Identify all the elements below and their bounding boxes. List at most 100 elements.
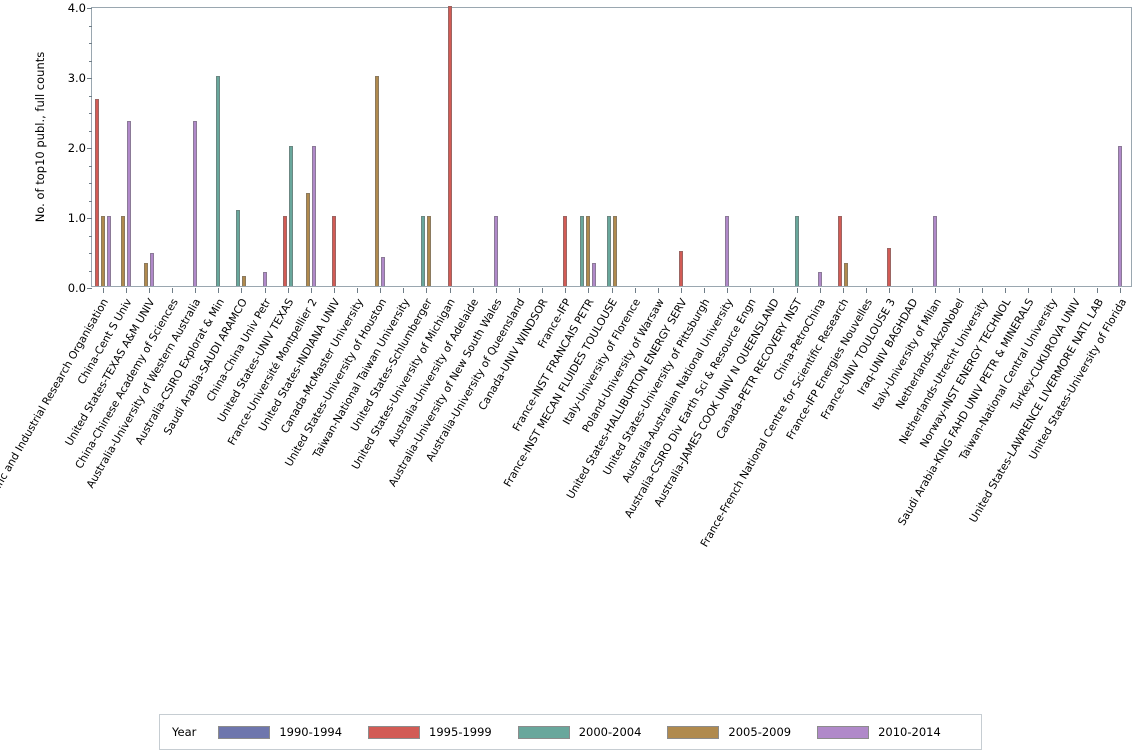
bar: [817, 272, 822, 286]
bar: [288, 146, 293, 286]
legend-item[interactable]: 2000-2004: [517, 725, 642, 739]
x-axis-tick-mark: [912, 288, 914, 293]
y-axis-tick-mark: [87, 218, 92, 219]
legend-entries: 1990-1994 1995-1999 2000-2004 2005-2009 2010…: [218, 725, 966, 739]
bar: [375, 76, 380, 286]
y-axis-tick-label: 3.0: [67, 71, 86, 85]
plot-area: 0.0 1.0 2.0 3.0 4.0: [68, 1, 1132, 295]
y-axis-minor-tick: [88, 43, 92, 44]
legend-item[interactable]: 2005-2009: [667, 725, 791, 739]
bar: [493, 216, 498, 286]
x-axis-tick-mark: [865, 288, 867, 293]
x-axis-tick-mark: [981, 288, 983, 293]
legend-color-swatch: [817, 725, 870, 739]
y-axis-minor-tick: [88, 130, 92, 132]
bar: [331, 216, 336, 286]
y-axis-minor-tick: [88, 95, 92, 97]
x-axis-tick-mark: [611, 288, 613, 293]
legend-color-swatch: [667, 725, 720, 739]
legend-title: Year: [172, 725, 197, 739]
legend-item[interactable]: 1990-1994: [218, 725, 342, 739]
x-axis-tick-mark: [449, 288, 451, 293]
y-axis-minor-tick: [88, 25, 92, 27]
y-axis-minor-tick: [88, 60, 92, 62]
bar: [592, 262, 597, 286]
legend-item-label: 2000-2004: [578, 725, 642, 739]
bar: [887, 247, 892, 286]
x-axis-tick-mark: [889, 288, 891, 293]
bar: [563, 216, 568, 286]
x-axis-tick-mark: [565, 288, 567, 293]
bar: [305, 192, 310, 286]
bar: [447, 6, 452, 286]
x-axis-tick-mark: [426, 288, 428, 293]
x-axis-tick-mark: [171, 288, 173, 293]
x-axis-tick-mark: [1074, 288, 1076, 293]
x-axis-tick-mark: [357, 288, 359, 293]
legend-color-swatch: [368, 725, 421, 739]
legend-item-label: 2005-2009: [728, 725, 792, 739]
bar: [216, 76, 221, 286]
x-axis-tick-mark: [333, 288, 335, 293]
x-axis-tick-mark: [241, 288, 243, 293]
bar: [933, 216, 938, 286]
legend: Year 1990-1994 1995-1999 2000-2004 2005-200…: [159, 714, 982, 750]
x-axis-tick-mark: [195, 288, 197, 293]
bar: [1118, 146, 1123, 286]
x-axis-tick-mark: [472, 288, 474, 293]
bar: [311, 146, 316, 286]
x-axis-tick-mark: [102, 288, 104, 293]
x-axis-tick-mark: [518, 288, 520, 293]
bar: [606, 216, 611, 286]
plot-inner: [92, 6, 1131, 286]
bar: [94, 99, 99, 286]
x-axis-tick-mark: [125, 288, 127, 293]
bar: [242, 276, 247, 286]
x-axis-tick-mark: [796, 288, 798, 293]
x-axis-tick-mark: [680, 288, 682, 293]
x-axis-tick-mark: [958, 288, 960, 293]
bar: [106, 216, 111, 286]
x-axis-tick-mark: [264, 288, 266, 293]
y-axis-minor-tick: [88, 200, 92, 202]
x-axis-tick-mark: [287, 288, 289, 293]
bar: [193, 120, 198, 286]
bar: [725, 216, 730, 286]
x-axis-tick-mark: [657, 288, 659, 293]
y-axis-minor-tick: [88, 113, 92, 114]
x-axis-tick-mark: [403, 288, 405, 293]
x-axis-tick-mark: [588, 288, 590, 293]
y-axis-minor-tick: [88, 253, 92, 254]
legend-item-label: 1990-1994: [279, 725, 343, 739]
bar: [381, 256, 386, 286]
bar: [149, 253, 154, 286]
legend-color-swatch: [218, 725, 271, 739]
legend-item[interactable]: 1995-1999: [368, 725, 492, 739]
y-axis-tick-label: 4.0: [67, 1, 86, 15]
y-axis-tick-label: 0.0: [67, 281, 86, 295]
bar: [236, 210, 241, 286]
legend-item[interactable]: 2010-2014: [817, 725, 941, 739]
bar: [282, 216, 287, 286]
x-axis-tick-mark: [380, 288, 382, 293]
y-axis-tick-mark: [87, 288, 92, 289]
x-axis-tick-mark: [935, 288, 937, 293]
y-axis-tick-mark: [87, 148, 92, 149]
y-axis-tick-mark: [87, 8, 92, 9]
bar: [120, 216, 125, 286]
bar: [100, 216, 105, 286]
bar: [427, 216, 432, 286]
x-axis-tick-mark: [750, 288, 752, 293]
y-axis-minor-tick: [88, 183, 92, 184]
bar: [612, 216, 617, 286]
x-axis-tick-mark: [819, 288, 821, 293]
y-axis-tick-label: 2.0: [67, 141, 86, 155]
bar: [837, 216, 842, 286]
bar: [794, 216, 799, 286]
y-axis-minor-tick: [88, 270, 92, 272]
x-axis-tick-mark: [773, 288, 775, 293]
x-axis-tick-mark: [542, 288, 544, 293]
y-axis-tick-label: 1.0: [67, 211, 86, 225]
x-axis-tick-mark: [634, 288, 636, 293]
